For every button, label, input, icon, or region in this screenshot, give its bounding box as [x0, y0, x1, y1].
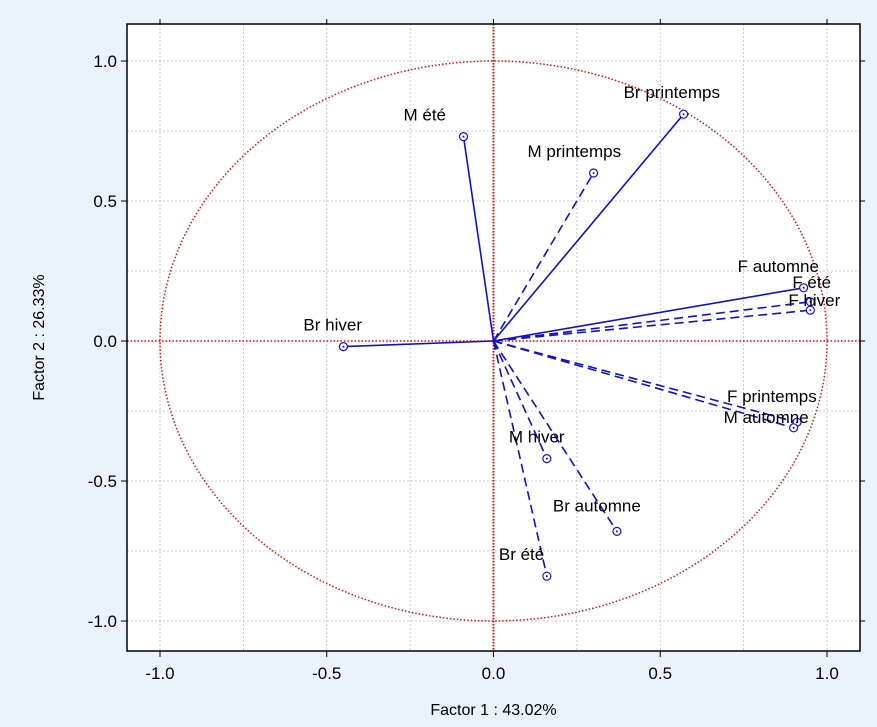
y-axis-title: Factor 2 : 26.33% — [31, 274, 48, 400]
point-label: F été — [792, 273, 831, 292]
point-label: Br été — [499, 545, 544, 564]
data-point-center — [342, 345, 345, 348]
vector-line — [462, 136, 495, 342]
x-tick-label: 1.0 — [815, 664, 839, 683]
point-label: M hiver — [509, 428, 565, 447]
points — [338, 109, 815, 581]
y-tick-label: 0.5 — [93, 192, 117, 211]
point-label: M printemps — [528, 142, 622, 161]
vector-line — [492, 113, 685, 342]
data-point-center — [792, 426, 795, 429]
vector-line — [493, 340, 794, 429]
vector-line — [343, 340, 494, 348]
vector-line — [493, 340, 798, 423]
data-point-center — [682, 113, 685, 116]
point-label: Br printemps — [624, 83, 720, 102]
vector-line — [492, 340, 548, 577]
vector-line — [493, 301, 811, 342]
point-label: F automne — [738, 257, 819, 276]
data-point-center — [795, 421, 798, 424]
vector-line — [493, 309, 811, 342]
x-tick-label: -0.5 — [312, 664, 341, 683]
vector-line — [492, 172, 595, 342]
x-tick-label: 0.5 — [648, 664, 672, 683]
point-label: M été — [403, 106, 446, 125]
vector-line — [492, 340, 618, 532]
y-tick-label: 1.0 — [93, 52, 117, 71]
data-point-center — [809, 309, 812, 312]
point-label: F printemps — [727, 387, 817, 406]
vector-line — [493, 287, 804, 342]
data-point-center — [592, 172, 595, 174]
data-point-center — [462, 135, 465, 138]
vector-line — [492, 340, 548, 459]
point-label: F hiver — [788, 291, 840, 310]
y-tick-label: 0.0 — [93, 332, 117, 351]
x-axis-title: Factor 1 : 43.02% — [430, 702, 556, 719]
point-label: M automne — [724, 408, 809, 427]
vectors — [343, 113, 811, 577]
data-point-center — [545, 457, 548, 460]
point-label: Br hiver — [303, 316, 362, 335]
data-point-center — [615, 530, 618, 533]
point-label: Br automne — [553, 496, 641, 515]
x-tick-label: -1.0 — [145, 664, 174, 683]
y-tick-label: -0.5 — [88, 472, 117, 491]
data-point-center — [802, 286, 805, 289]
x-tick-label: 0.0 — [482, 664, 506, 683]
y-tick-label: -1.0 — [88, 612, 117, 631]
ticks: -1.0 -0.5 0.0 0.5 1.0 1.0 0.5 0.0 -0.5 -1.0 — [88, 19, 865, 683]
data-point-center — [809, 300, 812, 303]
data-point-center — [545, 575, 548, 578]
